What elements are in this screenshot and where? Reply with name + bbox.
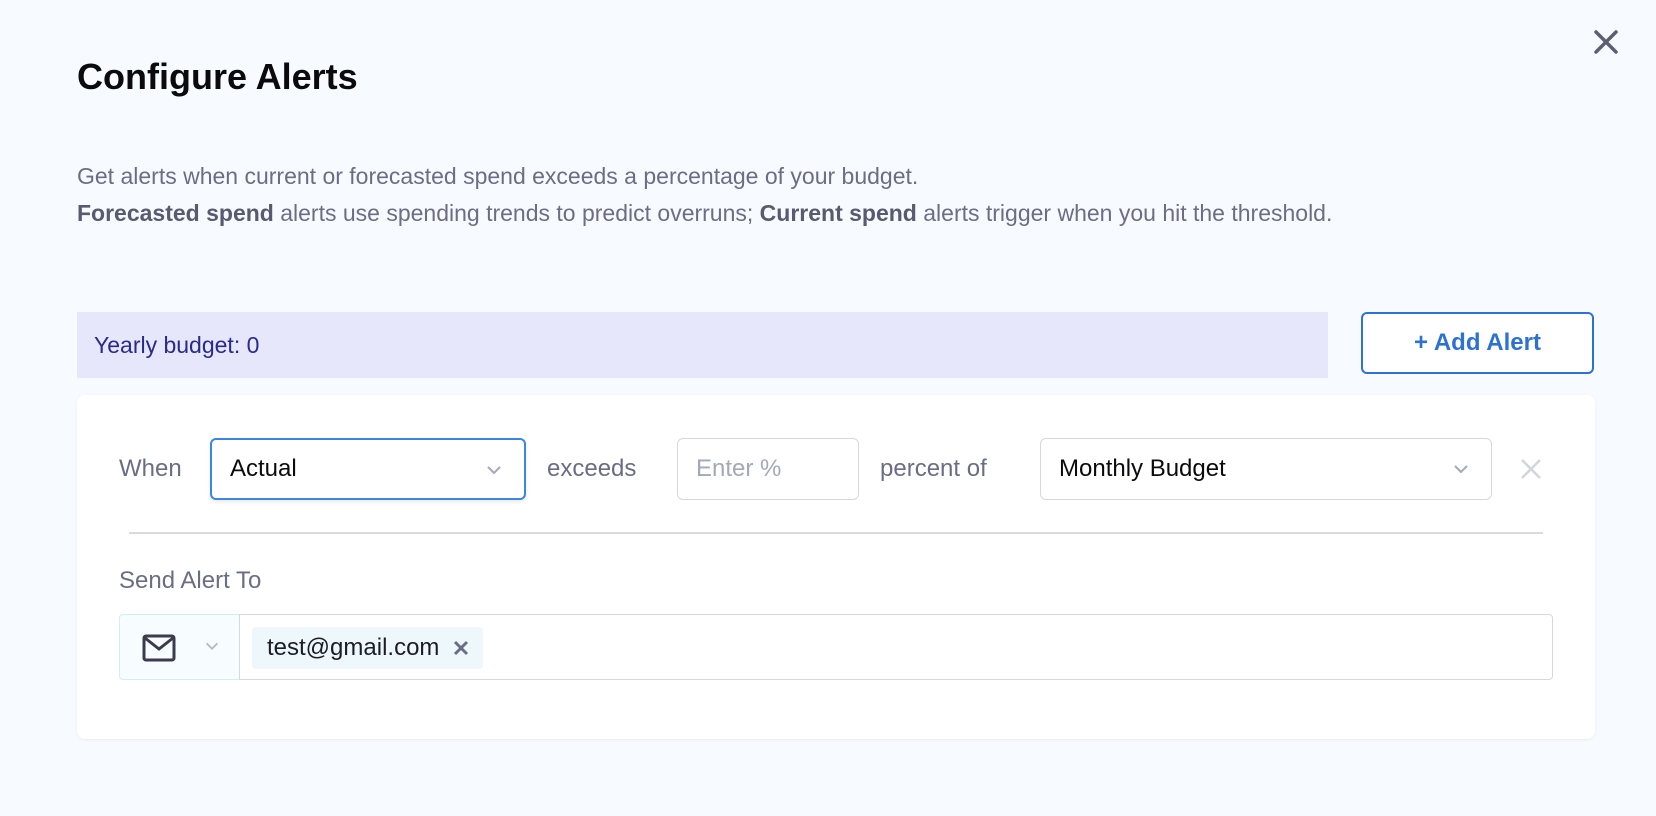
exceeds-label: exceeds: [547, 455, 637, 482]
mail-icon: [142, 634, 176, 662]
remove-recipient-icon[interactable]: [453, 640, 469, 656]
recipients-input[interactable]: test@gmail.com: [239, 614, 1553, 680]
chevron-down-icon: [1454, 465, 1468, 474]
channel-select[interactable]: [119, 614, 240, 680]
close-icon[interactable]: [1590, 26, 1622, 58]
percent-of-label: percent of: [880, 455, 987, 482]
description: Get alerts when current or forecasted sp…: [77, 158, 1617, 232]
budget-period-value: Monthly Budget: [1059, 455, 1226, 482]
recipient-chip: test@gmail.com: [252, 627, 484, 669]
chevron-down-icon: [205, 642, 219, 650]
alert-type-select[interactable]: Actual: [210, 438, 526, 500]
send-alert-to-label: Send Alert To: [119, 567, 262, 594]
percent-input[interactable]: Enter %: [677, 438, 859, 500]
divider: [129, 532, 1543, 534]
description-line-1: Get alerts when current or forecasted sp…: [77, 163, 919, 189]
dialog-title: Configure Alerts: [77, 56, 358, 97]
budget-period-select[interactable]: Monthly Budget: [1040, 438, 1492, 500]
yearly-budget-banner: Yearly budget: 0: [77, 312, 1328, 378]
current-spend-text: alerts trigger when you hit the threshol…: [916, 200, 1333, 226]
forecasted-spend-term: Forecasted spend: [77, 200, 274, 226]
alert-card: When Actual exceeds Enter % percent of M…: [77, 395, 1595, 739]
remove-alert-icon[interactable]: [1517, 455, 1545, 488]
current-spend-term: Current spend: [759, 200, 917, 226]
alert-type-value: Actual: [230, 455, 297, 482]
chevron-down-icon: [487, 466, 501, 475]
when-label: When: [119, 455, 182, 482]
recipient-email: test@gmail.com: [267, 634, 440, 661]
add-alert-button[interactable]: + Add Alert: [1361, 312, 1594, 374]
forecasted-spend-text: alerts use spending trends to predict ov…: [273, 200, 760, 226]
